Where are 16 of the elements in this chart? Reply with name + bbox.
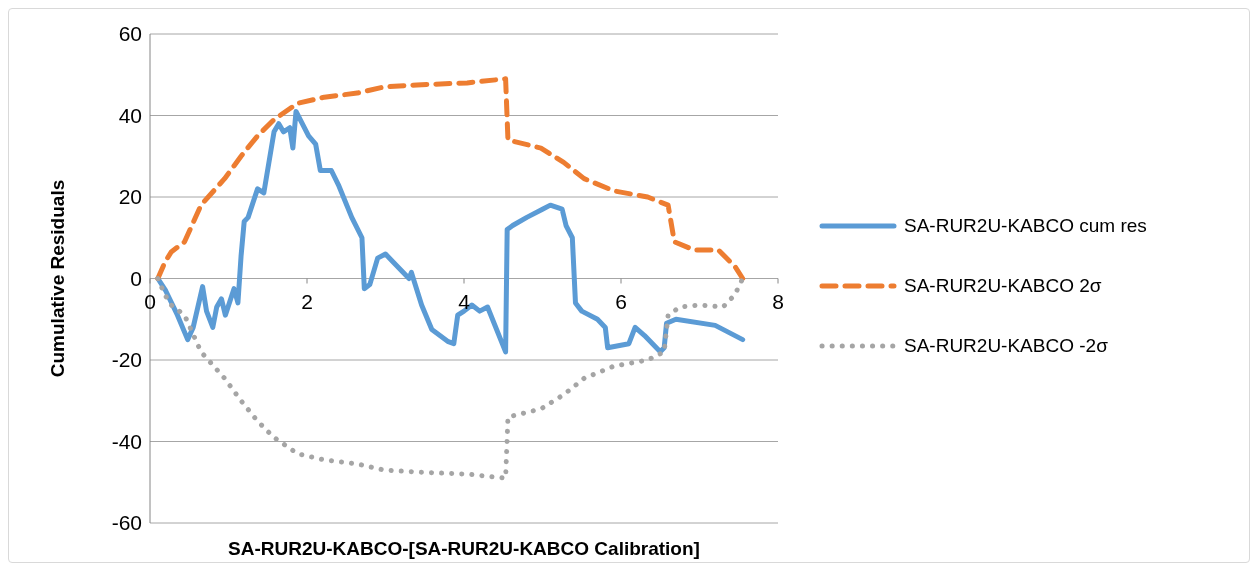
x-tick-label: 4: [458, 289, 471, 313]
y-tick-label: -60: [111, 511, 142, 535]
y-tick-label: 0: [130, 266, 142, 290]
legend-label: SA-RUR2U-KABCO cum res: [904, 214, 1147, 237]
y-tick-label: 20: [118, 185, 142, 209]
x-tick-label: 2: [301, 289, 313, 313]
x-tick-label: 8: [772, 289, 784, 313]
y-tick-label: 60: [118, 22, 142, 46]
y-axis-title: Cumulative Residuals: [46, 179, 68, 378]
x-tick-label: 6: [615, 289, 627, 313]
y-tick-label: 40: [118, 103, 142, 127]
y-tick-label: -40: [111, 429, 142, 453]
y-tick-label: -20: [111, 348, 142, 372]
legend-label: SA-RUR2U-KABCO 2σ: [904, 274, 1102, 297]
x-axis-title: SA-RUR2U-KABCO-[SA-RUR2U-KABCO Calibration]: [228, 538, 700, 559]
legend-label: SA-RUR2U-KABCO -2σ: [904, 334, 1108, 357]
